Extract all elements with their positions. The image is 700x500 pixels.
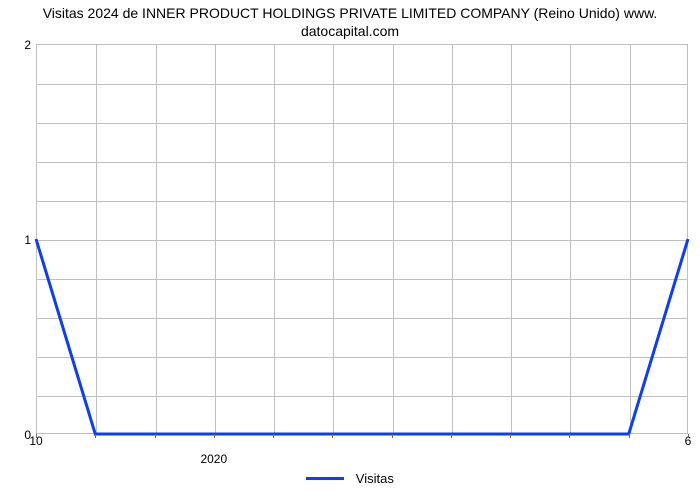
x-tick [214, 434, 215, 438]
title-line1: Visitas 2024 de INNER PRODUCT HOLDINGS P… [43, 5, 658, 21]
x-tick [569, 434, 570, 438]
visitas-line [36, 239, 688, 434]
title-line2: datocapital.com [301, 23, 399, 39]
plot-area: 012 [36, 44, 688, 434]
chart-title: Visitas 2024 de INNER PRODUCT HOLDINGS P… [0, 4, 700, 40]
y-tick-label: 1 [7, 233, 37, 247]
x-tick [629, 434, 630, 438]
y-tick-label: 2 [7, 38, 37, 52]
x-tick [155, 434, 156, 438]
x-tick [273, 434, 274, 438]
x-tick [392, 434, 393, 438]
x-tick [36, 434, 37, 438]
line-series [36, 44, 688, 434]
legend-label: Visitas [356, 471, 394, 486]
x-tick [95, 434, 96, 438]
x-major-label: 2020 [200, 452, 227, 466]
x-tick [510, 434, 511, 438]
x-tick [332, 434, 333, 438]
x-tick [451, 434, 452, 438]
legend-swatch [306, 477, 344, 480]
legend: Visitas [0, 470, 700, 486]
x-tick [688, 434, 689, 438]
